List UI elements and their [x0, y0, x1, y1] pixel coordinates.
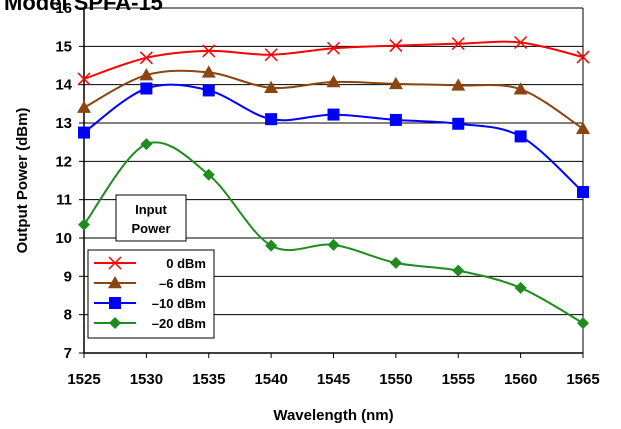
- x-tick-label: 1545: [317, 371, 350, 388]
- data-point: [389, 113, 402, 126]
- y-tick-label: 16: [55, 0, 72, 17]
- data-point: [514, 281, 527, 294]
- y-tick-label: 7: [64, 345, 72, 362]
- legend-title-box: [115, 194, 187, 242]
- data-point: [326, 41, 341, 55]
- data-point-stroke: [576, 50, 590, 64]
- y-tick-label: 10: [55, 230, 72, 247]
- data-point: [78, 126, 90, 139]
- data-point: [265, 113, 278, 126]
- legend-title-line2: Power: [131, 221, 170, 236]
- data-point: [451, 37, 465, 51]
- data-point: [264, 80, 279, 93]
- data-point: [514, 130, 527, 143]
- data-point-stroke: [389, 39, 403, 53]
- data-point: [264, 48, 278, 62]
- data-point-stroke: [514, 35, 528, 50]
- data-point: [389, 39, 403, 53]
- x-tick-label: 1540: [254, 371, 287, 388]
- data-point: [327, 108, 340, 121]
- plot-area: 7 8 9 10 11 12 13 14 15 16 1525 1530 1535 1540 1545 155…: [55, 0, 599, 388]
- data-point: [77, 100, 91, 113]
- data-point: [326, 74, 341, 88]
- data-point: [389, 256, 402, 269]
- data-point: [140, 82, 153, 95]
- data-point: [140, 138, 153, 151]
- data-point-stroke: [326, 41, 341, 55]
- legend-label: –10 dBm: [152, 296, 206, 311]
- legend-marker: [108, 276, 122, 289]
- data-point: [577, 186, 589, 198]
- data-point: [139, 68, 154, 81]
- data-point: [576, 50, 590, 64]
- legend-marker-stroke: [108, 256, 122, 270]
- data-point: [77, 72, 91, 86]
- data-point: [452, 264, 465, 277]
- data-point-stroke: [264, 48, 278, 62]
- y-tick-label: 15: [55, 38, 72, 55]
- x-tick-label: 1560: [504, 371, 537, 388]
- y-tick-label: 8: [64, 307, 72, 324]
- legend-marker: [108, 256, 122, 270]
- data-point: [514, 35, 528, 50]
- legend-label: –6 dBm: [159, 276, 206, 291]
- y-tick-label: 11: [56, 192, 72, 209]
- data-point: [202, 44, 216, 58]
- data-point: [576, 121, 590, 134]
- data-point-stroke: [139, 51, 153, 65]
- data-point: [78, 218, 90, 231]
- data-point: [201, 65, 216, 78]
- data-point: [451, 78, 466, 91]
- series-line: [83, 83, 584, 193]
- legend-label: –20 dBm: [152, 316, 206, 331]
- y-axis-title: Output Power (dBm): [14, 108, 31, 254]
- x-tick-label: 1565: [566, 371, 599, 388]
- x-tick-label: 1535: [192, 371, 225, 388]
- data-point: [139, 51, 153, 65]
- data-point-stroke: [77, 72, 91, 86]
- data-point: [265, 239, 278, 252]
- x-tick-label: 1555: [442, 371, 475, 388]
- series-line: [83, 141, 584, 324]
- data-point: [202, 168, 215, 181]
- y-tick-label: 13: [55, 115, 72, 132]
- data-point: [577, 317, 589, 330]
- data-point: [452, 117, 465, 130]
- data-point-stroke: [451, 37, 465, 51]
- data-point: [202, 84, 215, 97]
- x-axis-title: Wavelength (nm): [273, 407, 393, 424]
- legend-label: 0 dBm: [166, 256, 206, 271]
- y-tick-label: 12: [55, 153, 72, 170]
- data-point: [388, 76, 403, 90]
- data-point: [327, 238, 340, 251]
- x-tick-label: 1525: [67, 371, 100, 388]
- legend-marker: [109, 297, 121, 309]
- legend-title-line1: Input: [135, 202, 167, 217]
- x-tick-label: 1550: [379, 371, 412, 388]
- y-tick-label: 14: [55, 77, 72, 94]
- y-tick-label: 9: [64, 268, 72, 285]
- data-point: [513, 82, 528, 95]
- x-tick-label: 1530: [130, 371, 163, 388]
- legend-marker: [109, 317, 121, 329]
- data-point-stroke: [202, 44, 216, 58]
